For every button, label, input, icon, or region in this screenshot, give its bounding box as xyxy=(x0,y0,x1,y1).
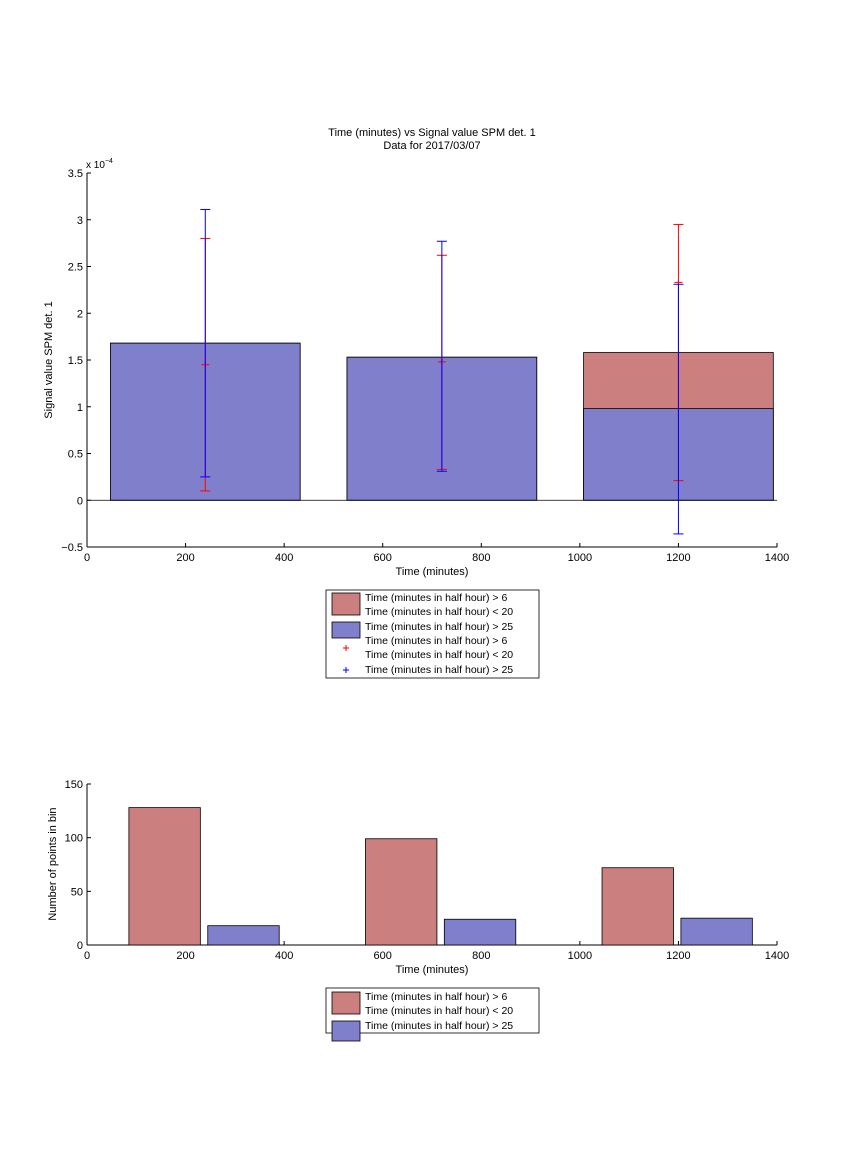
x-tick-label: 200 xyxy=(176,552,194,564)
x-tick-label: 1200 xyxy=(666,950,690,962)
legend-label: Time (minutes in half hour) > 25 xyxy=(365,621,513,633)
count-bar-blue xyxy=(207,925,280,946)
y-tick-label: 2.5 xyxy=(68,262,83,274)
legend-label: Time (minutes in half hour) < 20 xyxy=(365,649,513,661)
x-tick-label: 200 xyxy=(176,950,194,962)
x-tick-label: 1400 xyxy=(765,552,789,564)
count-bar-blue xyxy=(680,917,753,946)
chart-subtitle: Data for 2017/03/07 xyxy=(383,140,480,152)
x-tick-label: 1000 xyxy=(568,552,592,564)
x-tick-label: 0 xyxy=(84,552,90,564)
y-tick-label: 3.5 xyxy=(68,168,83,180)
legend-label: Time (minutes in half hour) > 6 xyxy=(365,991,507,1003)
y-tick-label: 0 xyxy=(77,940,83,952)
count-bar-red xyxy=(365,838,438,946)
signal-bar-chart: Time (minutes) vs Signal value SPM det. … xyxy=(43,127,789,679)
y-axis-label: Number of points in bin xyxy=(47,807,59,920)
x-tick-label: 600 xyxy=(374,552,392,564)
legend-label: Time (minutes in half hour) < 20 xyxy=(365,1005,513,1017)
y-exponent-label: x 10−4 xyxy=(86,158,113,171)
count-bar-red xyxy=(601,867,674,946)
chart-title: Time (minutes) vs Signal value SPM det. … xyxy=(328,127,535,139)
x-tick-label: 800 xyxy=(472,950,490,962)
y-exponent-power: −4 xyxy=(105,158,113,165)
x-axis-label: Time (minutes) xyxy=(396,566,469,578)
y-tick-label: 100 xyxy=(65,833,83,845)
y-tick-label: 150 xyxy=(65,779,83,791)
legend-box xyxy=(325,589,540,679)
x-tick-label: 400 xyxy=(275,950,293,962)
y-tick-label: −0.5 xyxy=(61,542,83,554)
legend-swatch xyxy=(331,1020,361,1042)
x-tick-label: 600 xyxy=(374,950,392,962)
x-tick-label: 1400 xyxy=(765,950,789,962)
x-axis-label: Time (minutes) xyxy=(396,964,469,976)
x-tick-label: 1000 xyxy=(568,950,592,962)
chart2-legend: Time (minutes in half hour) > 6 Time (min… xyxy=(325,987,540,1042)
y-axis-label: Signal value SPM det. 1 xyxy=(43,301,55,418)
y-tick-label: 1 xyxy=(77,402,83,414)
legend-label: Time (minutes in half hour) > 25 xyxy=(365,1020,513,1032)
x-tick-label: 400 xyxy=(275,552,293,564)
y-tick-label: 50 xyxy=(71,886,83,898)
legend-swatch xyxy=(331,592,361,616)
y-tick-label: 0.5 xyxy=(68,449,83,461)
legend-label: Time (minutes in half hour) > 6 xyxy=(365,592,507,604)
y-tick-label: 0 xyxy=(77,495,83,507)
legend-label: Time (minutes in half hour) > 6 xyxy=(365,635,507,647)
y-tick-label: 2 xyxy=(77,308,83,320)
y-tick-label: 1.5 xyxy=(68,355,83,367)
count-bar-chart: Time (minutes) Number of points in bin 0… xyxy=(47,779,789,1042)
legend-label: Time (minutes in half hour) < 20 xyxy=(365,606,513,618)
legend-box xyxy=(325,987,540,1034)
y-tick-label: 3 xyxy=(77,215,83,227)
y-exponent-base: x 10 xyxy=(86,160,105,171)
legend-swatch xyxy=(331,621,361,639)
chart1-legend: Time (minutes in half hour) > 6 Time (min… xyxy=(325,589,540,679)
legend-swatch xyxy=(331,991,361,1015)
x-tick-label: 1200 xyxy=(666,552,690,564)
x-tick-label: 0 xyxy=(84,950,90,962)
legend-label: Time (minutes in half hour) > 25 xyxy=(365,664,513,676)
x-tick-label: 800 xyxy=(472,552,490,564)
count-bar-red xyxy=(128,807,201,946)
count-bar-blue xyxy=(443,918,517,946)
